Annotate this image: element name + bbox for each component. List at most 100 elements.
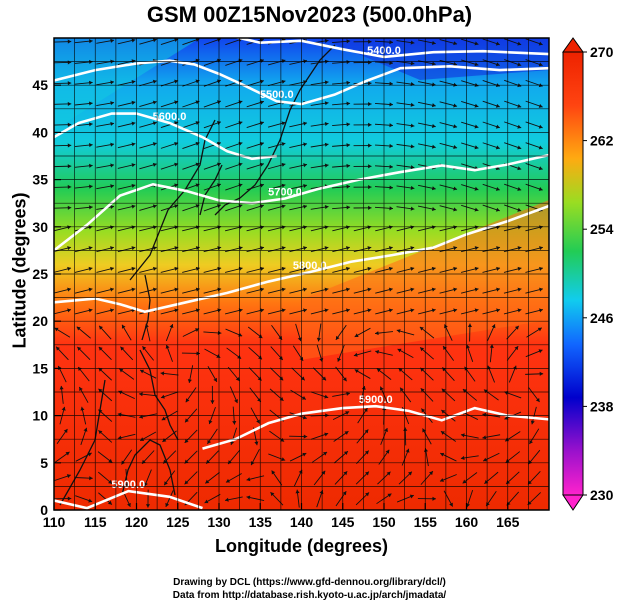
wind-arrow-head	[517, 287, 522, 292]
wind-arrow-head	[260, 162, 264, 167]
wind-arrow-head	[460, 433, 465, 438]
wind-arrow-head	[431, 207, 436, 212]
wind-arrow-head	[131, 204, 136, 209]
wind-arrow-head	[495, 166, 500, 171]
wind-arrow-head	[324, 80, 329, 85]
colorbar: 230 238 246 254 262 270	[562, 37, 614, 511]
wind-arrow-head	[539, 266, 543, 271]
x-tick-label: 115	[84, 514, 107, 530]
wind-arrow-head	[474, 186, 479, 191]
wind-arrow-head	[365, 471, 369, 476]
wind-arrow-head	[346, 225, 350, 230]
wind-arrow-head	[517, 207, 522, 212]
wind-arrow-head	[303, 266, 307, 271]
wind-arrow-head	[131, 287, 136, 292]
wind-arrow-head	[530, 420, 535, 425]
wind-arrow-head	[431, 103, 436, 108]
wind-arrow-head	[59, 385, 64, 390]
wind-arrow-head	[462, 479, 467, 484]
wind-arrow-head	[538, 124, 543, 129]
wind-arrow-head	[388, 287, 393, 292]
wind-arrow-head	[431, 40, 436, 45]
wind-arrow-head	[281, 204, 286, 209]
wind-arrow-head	[431, 287, 436, 292]
x-axis-ticks: 110 115 120 125 130 135 140 145 150 155 160 165	[43, 503, 520, 530]
wind-arrow-head	[535, 398, 540, 403]
wind-arrow-head	[529, 440, 533, 445]
wind-arrow-head	[517, 266, 522, 271]
wind-arrow-head	[539, 287, 543, 292]
wind-arrow-head	[517, 62, 522, 67]
wind-arrow-head	[152, 266, 157, 271]
wind-arrow-head	[98, 346, 103, 351]
wind-arrow-head	[144, 482, 148, 487]
wind-arrow-head	[496, 246, 500, 251]
wind-arrow-head	[324, 394, 329, 399]
wind-arrow-head	[281, 142, 286, 147]
wind-arrow-head	[279, 376, 284, 381]
wind-arrow-head	[131, 183, 136, 188]
wind-arrow-head	[324, 121, 329, 127]
colorbar-tick-label: 230	[590, 487, 614, 503]
wind-streamlines	[54, 38, 544, 508]
x-tick-label: 140	[290, 514, 314, 530]
wind-arrow-head	[271, 470, 276, 475]
wind-arrow-head	[238, 332, 243, 337]
wind-arrow-head	[281, 308, 286, 313]
wind-arrow-head	[368, 122, 372, 127]
y-tick-label: 5	[40, 455, 48, 471]
wind-arrow-head	[260, 38, 264, 43]
wind-arrow-head	[517, 145, 522, 150]
wind-arrow-head	[410, 40, 415, 45]
y-tick-label: 45	[32, 77, 48, 93]
x-tick-label: 160	[455, 514, 479, 530]
wind-arrow-head	[368, 185, 372, 190]
wind-arrow-head	[67, 246, 71, 251]
wind-arrow-head	[539, 246, 543, 251]
wind-arrow-head	[120, 346, 125, 351]
wind-arrow-head	[431, 308, 436, 313]
wind-arrow-head	[453, 82, 458, 87]
wind-arrow-head	[389, 102, 393, 107]
wind-arrow-head	[431, 186, 436, 191]
wind-arrow-head	[346, 308, 350, 313]
wind-arrow-head	[145, 504, 151, 508]
wind-arrow-head	[346, 287, 350, 292]
wind-arrow-head	[67, 308, 71, 313]
wind-arrow-head	[160, 371, 165, 376]
wind-arrow-head	[281, 183, 286, 188]
wind-arrow-head	[165, 502, 170, 507]
wind-arrow-head	[142, 346, 147, 351]
wind-arrow-head	[367, 266, 372, 271]
wind-arrow-head	[410, 123, 415, 128]
wind-arrow-head	[119, 368, 124, 373]
wind-arrow-head	[110, 246, 114, 251]
wind-arrow-head	[491, 324, 496, 329]
x-tick-label: 150	[372, 514, 396, 530]
wind-arrow-head	[324, 142, 329, 147]
wind-arrow-head	[387, 493, 392, 498]
wind-arrow-head	[410, 246, 415, 251]
colorbar-gradient	[562, 51, 584, 496]
wind-arrow-head	[514, 325, 519, 330]
wind-arrow-head	[99, 325, 103, 330]
wind-arrow-head	[539, 371, 544, 376]
wind-arrow-head	[67, 287, 71, 292]
wind-arrow-head	[410, 206, 415, 211]
wind-arrow-head	[89, 205, 93, 210]
wind-arrow-head	[110, 225, 114, 230]
wind-arrow-head	[462, 389, 467, 393]
wind-arrow-head	[184, 438, 189, 443]
wind-arrow-head	[397, 348, 402, 353]
wind-arrow-head	[235, 377, 240, 382]
wind-arrow-head	[495, 41, 500, 46]
wind-arrow-head	[152, 162, 157, 167]
contour-label: 5900.0	[111, 479, 145, 491]
wind-arrow-head	[474, 145, 479, 150]
wind-arrow-head	[324, 246, 329, 251]
wind-arrow-head	[302, 452, 307, 457]
wind-arrow-head	[346, 101, 351, 106]
wind-arrow-head	[208, 420, 213, 425]
wind-arrow-head	[400, 387, 404, 392]
wind-arrow-head	[281, 225, 286, 230]
